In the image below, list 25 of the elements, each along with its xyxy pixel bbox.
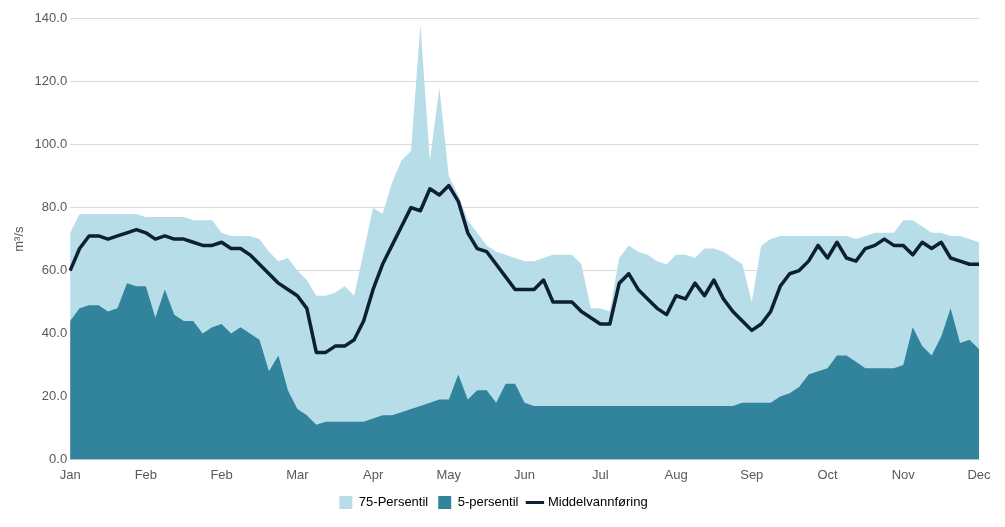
legend-label: 5-persentil <box>457 494 519 510</box>
legend-label: 75-Persentil <box>358 494 429 510</box>
x-tick-label: Mar <box>286 466 310 482</box>
x-tick-label: Sep <box>740 466 764 482</box>
x-tick-label: Feb <box>134 466 158 482</box>
legend-label: Middelvannføring <box>547 494 648 510</box>
x-tick-label: Jan <box>59 466 81 482</box>
y-tick-label: 100.0 <box>34 136 68 152</box>
x-tick-label: Oct <box>817 466 839 482</box>
y-tick-label: 60.0 <box>41 262 68 278</box>
x-tick-label: Feb <box>210 466 233 482</box>
x-tick-label: Jul <box>591 466 609 482</box>
x-tick-label: Aug <box>664 466 688 482</box>
x-tick-label: Dec <box>967 466 992 482</box>
x-tick-label: May <box>436 466 462 482</box>
y-tick-label: 40.0 <box>41 325 68 341</box>
y-tick-label: 140.0 <box>34 10 68 26</box>
y-tick-label: 80.0 <box>41 199 68 215</box>
y-axis-title: m³/s <box>11 225 27 252</box>
y-tick-label: 120.0 <box>34 73 68 89</box>
y-tick-label: 0.0 <box>49 450 68 466</box>
x-tick-label: Nov <box>891 466 916 482</box>
x-tick-label: Apr <box>362 466 384 482</box>
x-tick-label: Jun <box>514 466 536 482</box>
y-tick-label: 20.0 <box>41 388 68 404</box>
